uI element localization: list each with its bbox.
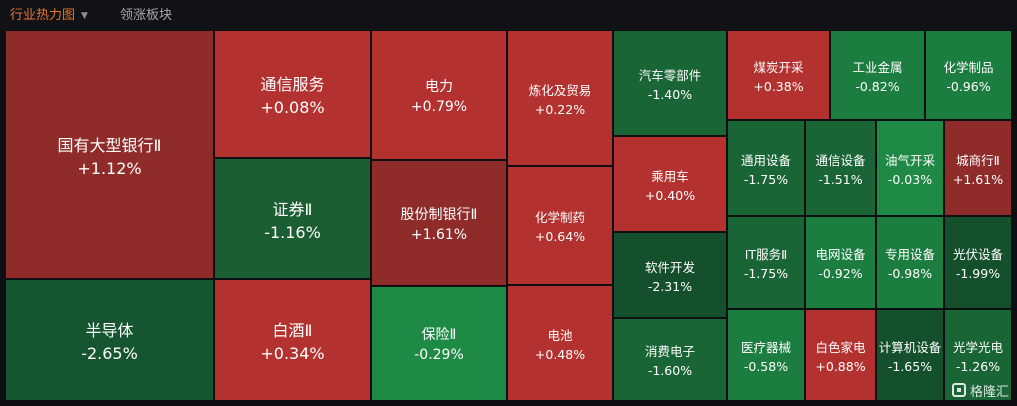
tab-industry-heatmap[interactable]: 行业热力图 ▼ xyxy=(10,8,88,25)
cell-change: +0.22% xyxy=(534,101,586,117)
cell-change: -1.40% xyxy=(647,86,693,102)
heatmap-cell[interactable]: 通信设备 -1.51% xyxy=(805,120,876,216)
heatmap-cell[interactable]: 电力 +0.79% xyxy=(371,30,507,160)
cell-name: 保险Ⅱ xyxy=(421,327,457,343)
cell-change: +0.34% xyxy=(260,344,325,363)
cell-name: IT服务Ⅱ xyxy=(744,247,788,262)
cell-name: 消费电子 xyxy=(644,344,695,359)
cell-change: -1.51% xyxy=(818,171,863,187)
cell-change: +1.61% xyxy=(952,171,1004,187)
heatmap-cell[interactable]: 乘用车 +0.40% xyxy=(613,136,727,232)
cell-change: +0.38% xyxy=(753,78,804,94)
cell-name: 通用设备 xyxy=(740,152,791,168)
cell-name: 炼化及贸易 xyxy=(528,82,592,98)
cell-name: 医疗器械 xyxy=(740,339,791,355)
cell-name: 证券Ⅱ xyxy=(272,199,313,219)
heatmap-cell[interactable]: 城商行Ⅱ +1.61% xyxy=(944,120,1012,216)
cell-change: +1.61% xyxy=(410,226,468,243)
cell-name: 化学制品 xyxy=(943,59,994,75)
cell-name: 通信服务 xyxy=(260,75,325,94)
cell-name: 城商行Ⅱ xyxy=(956,152,1000,168)
cell-name: 光学光电 xyxy=(952,339,1003,355)
heatmap-cell[interactable]: 化学制品 -0.96% xyxy=(925,30,1012,120)
cell-name: 白酒Ⅱ xyxy=(272,321,313,340)
heatmap-cell[interactable]: IT服务Ⅱ -1.75% xyxy=(727,216,805,309)
heatmap-cell[interactable]: 工业金属 -0.82% xyxy=(830,30,925,120)
heatmap-cell[interactable]: 化学制药 +0.64% xyxy=(507,166,613,285)
heatmap-cell[interactable]: 电网设备 -0.92% xyxy=(805,216,876,309)
cell-change: -1.75% xyxy=(743,171,789,187)
cell-change: +1.12% xyxy=(77,158,142,178)
cell-name: 乘用车 xyxy=(651,168,689,184)
cell-name: 化学制药 xyxy=(534,210,585,225)
cell-change: -0.03% xyxy=(887,171,933,187)
tab-leading-sectors[interactable]: 领涨板块 xyxy=(120,8,173,23)
heatmap-cell[interactable]: 软件开发 -2.31% xyxy=(613,232,727,318)
cell-change: -1.65% xyxy=(887,358,933,374)
heatmap-cell[interactable]: 专用设备 -0.98% xyxy=(876,216,944,309)
cell-name: 光伏设备 xyxy=(952,247,1003,262)
cell-name: 油气开采 xyxy=(884,152,935,168)
cell-change: -0.29% xyxy=(414,347,464,363)
heatmap-cell[interactable]: 计算机设备 -1.65% xyxy=(876,309,944,401)
cell-change: +0.08% xyxy=(260,98,325,117)
heatmap-cell[interactable]: 通用设备 -1.75% xyxy=(727,120,805,216)
cell-name: 电池 xyxy=(547,327,573,343)
cell-change: -1.60% xyxy=(647,363,693,378)
heatmap-cell[interactable]: 国有大型银行Ⅱ +1.12% xyxy=(5,30,214,279)
heatmap-cell[interactable]: 通信服务 +0.08% xyxy=(214,30,371,158)
cell-change: -1.26% xyxy=(955,358,1001,374)
heatmap-cell[interactable]: 汽车零部件 -1.40% xyxy=(613,30,727,136)
cell-change: -0.98% xyxy=(887,266,933,281)
heatmap-cell[interactable]: 半导体 -2.65% xyxy=(5,279,214,401)
cell-name: 软件开发 xyxy=(644,259,695,275)
cell-name: 通信设备 xyxy=(815,152,866,168)
heatmap-cell[interactable]: 电池 +0.48% xyxy=(507,285,613,401)
cell-name: 煤炭开采 xyxy=(753,59,804,75)
heatmap-cell[interactable]: 保险Ⅱ -0.29% xyxy=(371,286,507,401)
cell-change: -0.82% xyxy=(855,78,900,94)
chevron-down-icon[interactable]: ▼ xyxy=(81,11,88,21)
heatmap-cell[interactable]: 白酒Ⅱ +0.34% xyxy=(214,279,371,401)
cell-name: 白色家电 xyxy=(815,339,866,355)
cell-change: -0.58% xyxy=(743,358,789,374)
cell-change: +0.40% xyxy=(644,187,696,203)
heatmap-cell[interactable]: 白色家电 +0.88% xyxy=(805,309,876,401)
cell-change: -0.96% xyxy=(946,78,991,94)
cell-change: -2.65% xyxy=(81,344,138,363)
heatmap-cell[interactable]: 油气开采 -0.03% xyxy=(876,120,944,216)
top-tab-bar: 行业热力图 ▼ 领涨板块 xyxy=(0,0,1017,30)
cell-change: -1.75% xyxy=(743,266,789,281)
cell-change: +0.64% xyxy=(534,229,586,244)
cell-name: 工业金属 xyxy=(852,59,903,75)
cell-change: -0.92% xyxy=(818,266,863,281)
cell-name: 计算机设备 xyxy=(878,339,942,355)
cell-change: -1.99% xyxy=(955,266,1001,281)
cell-name: 国有大型银行Ⅱ xyxy=(57,135,162,155)
heatmap-cell[interactable]: 医疗器械 -0.58% xyxy=(727,309,805,401)
heatmap-cell[interactable]: 炼化及贸易 +0.22% xyxy=(507,30,613,166)
cell-change: -1.16% xyxy=(264,222,321,242)
heatmap-cell[interactable]: 证券Ⅱ -1.16% xyxy=(214,158,371,279)
industry-heatmap: 国有大型银行Ⅱ +1.12% 半导体 -2.65% 通信服务 +0.08% 证券… xyxy=(0,30,1017,406)
cell-change: +0.79% xyxy=(410,98,468,115)
cell-name: 半导体 xyxy=(85,321,134,340)
heatmap-cell[interactable]: 光学光电 -1.26% xyxy=(944,309,1012,401)
cell-name: 电网设备 xyxy=(815,247,866,262)
heatmap-cell[interactable]: 股份制银行Ⅱ +1.61% xyxy=(371,160,507,286)
cell-name: 股份制银行Ⅱ xyxy=(400,206,478,223)
tab-industry-heatmap-label: 行业热力图 xyxy=(10,8,76,23)
cell-change: +0.48% xyxy=(534,346,586,362)
heatmap-cell[interactable]: 光伏设备 -1.99% xyxy=(944,216,1012,309)
heatmap-cell[interactable]: 消费电子 -1.60% xyxy=(613,318,727,401)
cell-name: 电力 xyxy=(425,78,453,95)
cell-name: 专用设备 xyxy=(884,247,935,262)
cell-change: -2.31% xyxy=(647,278,693,294)
heatmap-cell[interactable]: 煤炭开采 +0.38% xyxy=(727,30,830,120)
cell-name: 汽车零部件 xyxy=(638,67,702,83)
cell-change: +0.88% xyxy=(815,358,866,374)
